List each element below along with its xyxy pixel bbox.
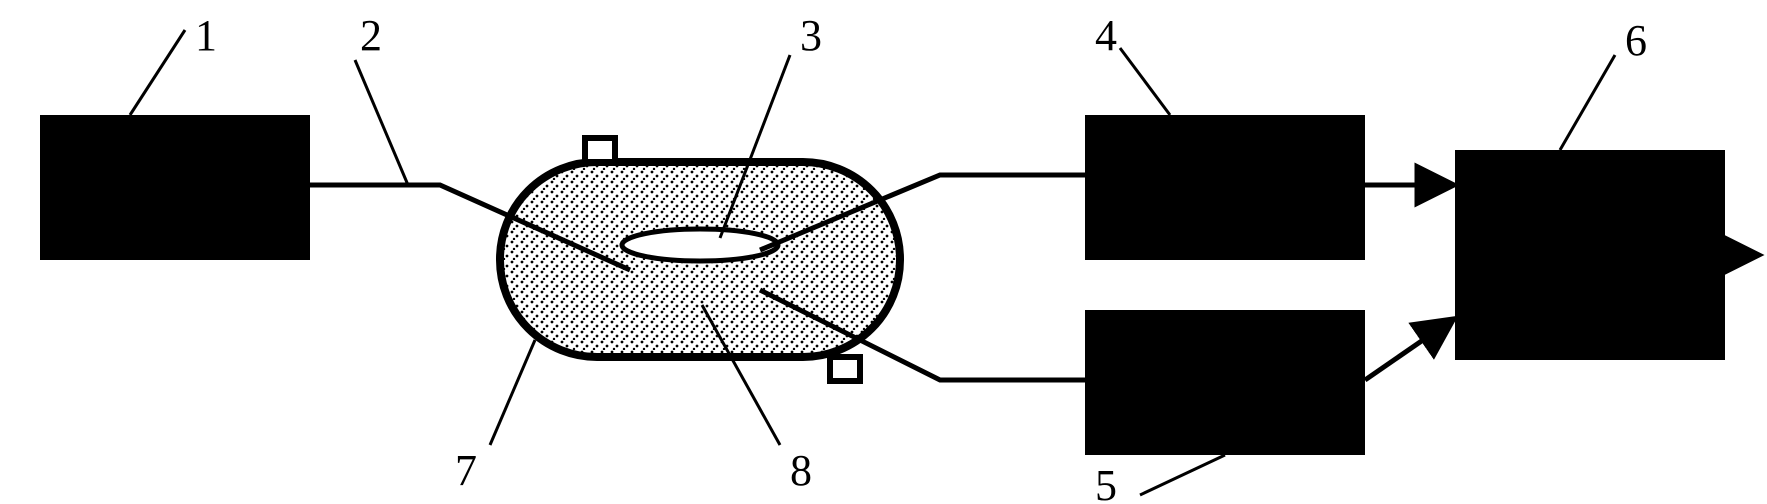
leader-4 (1120, 48, 1170, 115)
inner-lozenge (622, 229, 778, 261)
label-3: 3 (800, 11, 822, 60)
leader-1 (130, 30, 185, 115)
label-2: 2 (360, 11, 382, 60)
box-5 (1085, 310, 1365, 455)
box-6 (1455, 150, 1725, 360)
arrow-5-to-6 (1365, 320, 1452, 380)
leader-7 (490, 340, 535, 445)
label-4: 4 (1095, 11, 1117, 60)
leader-2 (355, 60, 408, 185)
labels: 1 2 3 4 5 6 7 8 (195, 11, 1647, 504)
leader-5 (1140, 455, 1225, 495)
leader-6 (1560, 55, 1615, 150)
capsule (500, 138, 900, 381)
box-4 (1085, 115, 1365, 260)
box-1 (40, 115, 310, 260)
label-1: 1 (195, 11, 217, 60)
label-5: 5 (1095, 461, 1117, 504)
label-8: 8 (790, 446, 812, 495)
label-7: 7 (455, 446, 477, 495)
label-6: 6 (1625, 16, 1647, 65)
